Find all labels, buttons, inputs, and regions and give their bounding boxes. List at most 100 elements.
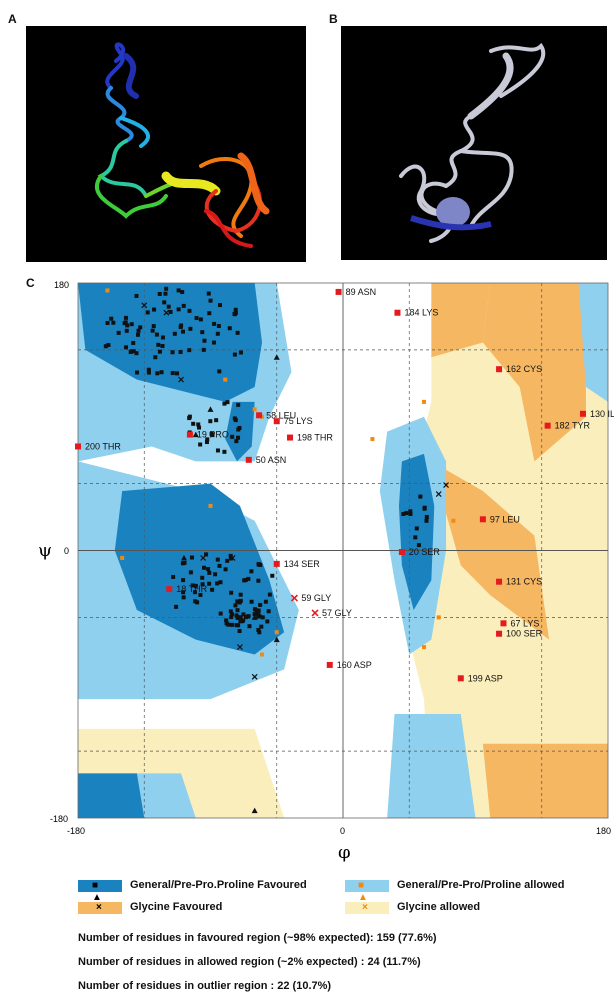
y-tick-neg180: -180	[50, 814, 68, 824]
panel-label-c: C	[26, 276, 35, 290]
stats-favoured-label: Number of residues in favoured region (~…	[78, 932, 370, 944]
residue-point-beta	[214, 418, 219, 423]
residue-point-alpha	[171, 574, 176, 579]
residue-point-beta	[216, 324, 221, 329]
residue-point-proline	[251, 807, 258, 814]
residue-point-beta	[212, 321, 217, 326]
residue-point-alpha	[235, 599, 240, 604]
residue-point-allowed	[436, 615, 441, 620]
outlier-marker	[496, 578, 503, 585]
residue-point-beta	[163, 291, 168, 296]
legend-swatch-glycine-allowed	[345, 902, 389, 914]
residue-point-alpha	[218, 580, 223, 585]
legend-swatch-general-favoured	[78, 880, 122, 892]
residue-point-glycine	[251, 673, 258, 680]
residue-point-alpha	[245, 614, 250, 619]
residue-point-beta	[135, 370, 140, 375]
residue-point-glycine	[229, 555, 236, 561]
outlier-marker	[496, 366, 503, 373]
residue-point-alpha	[247, 624, 252, 629]
residue-point-alpha	[238, 615, 243, 620]
residue-point-beta	[145, 310, 150, 315]
residue-point-beta	[202, 338, 207, 343]
outlier-label: 97 LEU	[490, 514, 520, 524]
residue-point-alpha	[200, 582, 205, 587]
residue-point-beta	[172, 331, 177, 336]
residue-point-beta	[134, 293, 139, 298]
residue-point-alpha	[235, 615, 240, 620]
residue-point-beta	[227, 326, 232, 331]
residue-point-left	[408, 511, 413, 516]
residue-point-alpha	[224, 618, 229, 623]
residue-point-alpha	[242, 578, 247, 583]
stats-favoured-value: : 159 (77.6%)	[369, 932, 437, 944]
plot-frame	[77, 282, 609, 819]
stats-allowed-label: Number of residues in allowed region (~2…	[78, 956, 358, 968]
outlier-label: 162 CYS	[506, 364, 542, 374]
residue-point-beta	[207, 311, 212, 316]
region-general-allowed	[578, 283, 608, 402]
residue-point-beta	[198, 317, 203, 322]
residue-point-beta	[236, 402, 241, 407]
residue-point-alpha	[260, 615, 265, 620]
residue-point-allowed	[370, 437, 375, 442]
residue-point-left	[424, 518, 429, 523]
residue-point-beta	[200, 330, 205, 335]
outlier-marker	[398, 548, 405, 555]
legend-symbols-glycine-favoured: ×	[96, 902, 102, 913]
residue-point-beta	[154, 332, 159, 337]
residue-point-left	[416, 543, 421, 548]
residue-point-allowed	[451, 518, 456, 523]
residue-point-beta	[176, 307, 181, 312]
residue-point-proline	[273, 636, 280, 643]
outlier-label: 18 THR	[176, 584, 207, 594]
legend-swatch-general-allowed	[345, 880, 389, 892]
residue-point-alpha	[256, 614, 261, 619]
residue-point-beta	[187, 416, 192, 421]
residue-point-beta	[206, 291, 211, 296]
residue-point-beta	[150, 328, 155, 333]
residue-point-beta	[131, 349, 136, 354]
outlier-marker	[245, 456, 252, 463]
residue-point-glycine	[435, 491, 442, 497]
residue-point-beta	[178, 350, 183, 355]
x-tick-0: 0	[340, 826, 345, 836]
residue-point-alpha	[237, 600, 242, 605]
outlier-marker	[335, 288, 342, 295]
residue-point-alpha	[267, 592, 272, 597]
outlier-label: 182 TYR	[555, 421, 591, 431]
outlier-label: 50 ASN	[256, 455, 287, 465]
residue-point-alpha	[263, 599, 268, 604]
residue-point-allowed	[105, 288, 110, 293]
residue-point-beta	[168, 309, 173, 314]
residue-point-alpha	[238, 619, 243, 624]
outlier-label: 75 LYS	[284, 416, 313, 426]
residue-point-beta	[196, 422, 201, 427]
region-general-favoured	[78, 283, 263, 402]
outlier-label: 20 SER	[409, 547, 441, 557]
residue-point-alpha	[198, 592, 203, 597]
outlier-marker	[500, 620, 507, 627]
residue-point-beta	[176, 288, 181, 293]
legend-label-general-allowed: General/Pre-Pro/Proline allowed	[397, 879, 565, 891]
residue-point-beta	[123, 345, 128, 350]
x-tick-180: 180	[596, 826, 611, 836]
residue-point-alpha	[218, 611, 223, 616]
residue-point-glycine	[163, 309, 170, 316]
residue-point-alpha	[256, 627, 261, 632]
residue-point-beta	[204, 440, 209, 445]
residue-point-beta	[157, 291, 162, 296]
outlier-marker	[166, 586, 173, 593]
residue-point-beta	[197, 425, 202, 430]
legend-label-general-favoured: General/Pre-Pro.Proline Favoured	[130, 879, 307, 891]
outlier-label: 89 ASN	[346, 287, 377, 297]
residue-point-alpha	[226, 622, 231, 627]
residue-point-allowed	[208, 503, 213, 508]
structure-image-rainbow	[26, 26, 306, 262]
residue-points	[103, 286, 456, 814]
residue-point-beta	[106, 343, 111, 348]
residue-point-beta	[191, 421, 196, 426]
residue-point-beta	[156, 342, 161, 347]
residue-point-glycine	[178, 376, 184, 383]
outlier-marker	[75, 443, 81, 450]
